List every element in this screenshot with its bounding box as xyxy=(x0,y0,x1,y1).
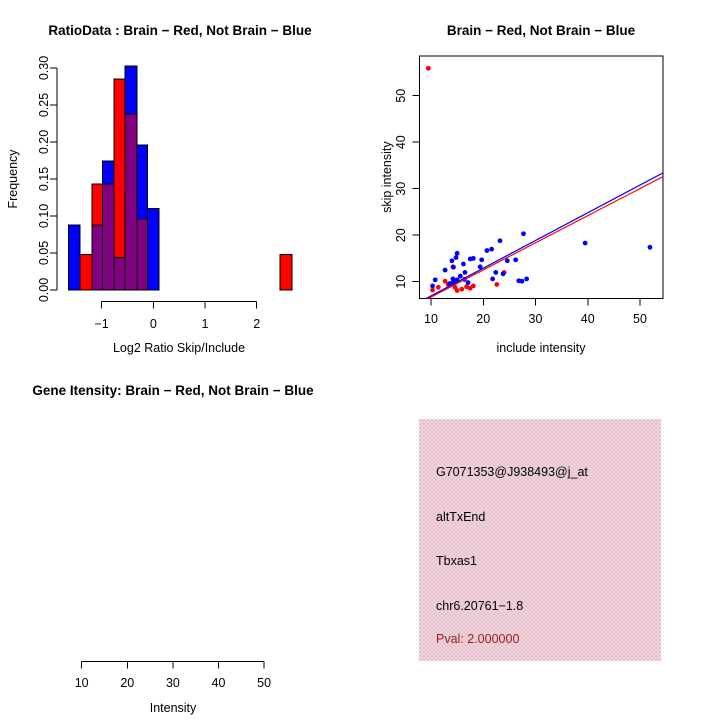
scatter-point-not-brain xyxy=(450,276,456,282)
hist-bar-overlap xyxy=(91,224,104,291)
y-tick-label: 0.00 xyxy=(37,278,51,302)
scatter-point-not-brain xyxy=(432,277,438,283)
locus-text: chr6.20761−1.8 xyxy=(436,599,524,613)
hist-bar-red xyxy=(279,253,293,291)
x-tick-label: 2 xyxy=(253,317,260,331)
event-type-text: altTxEnd xyxy=(436,510,486,524)
scatter-point-not-brain xyxy=(519,278,525,284)
scatter-point-brain xyxy=(459,286,465,292)
hist-bar-overlap xyxy=(124,113,138,291)
scatter-point-not-brain xyxy=(497,238,503,244)
scatter-point-not-brain xyxy=(582,240,588,246)
scatter-point-brain xyxy=(454,288,460,293)
scatter-point-not-brain xyxy=(462,270,468,275)
hist-bar-overlap xyxy=(136,218,149,291)
x-tick-label: 20 xyxy=(120,676,134,690)
scatter-point-brain xyxy=(435,284,441,290)
x-tick-label: 10 xyxy=(424,312,438,326)
probe-id-text: G7071353@J938493@j_at xyxy=(436,465,588,479)
info-box: G7071353@J938493@j_at altTxEnd Tbxas1 ch… xyxy=(419,419,661,661)
scatter-point-brain xyxy=(470,283,476,289)
fit-line-brain-fit xyxy=(427,176,664,300)
x-tick-label: 50 xyxy=(257,676,271,690)
panel-title: RatioData : Brain − Red, Not Brain − Blu… xyxy=(48,23,312,38)
hist-bar-blue xyxy=(147,208,160,291)
scatter-point-not-brain xyxy=(647,244,653,250)
x-tick-label: 30 xyxy=(166,676,180,690)
scatter-point-not-brain xyxy=(500,271,506,277)
y-tick-label: 0.25 xyxy=(37,93,51,117)
scatter-point-not-brain xyxy=(430,283,435,289)
gene-intensity-histogram-panel: Gene Itensity: Brain − Red, Not Brain − … xyxy=(32,383,314,715)
y-tick-label: 20 xyxy=(394,228,408,242)
scatter-point-not-brain xyxy=(513,257,519,263)
intensity-scatter-panel: Brain − Red, Not Brain − Blue include int… xyxy=(380,23,664,355)
y-tick-label: 50 xyxy=(394,89,408,103)
gene-name-text: Tbxas1 xyxy=(436,554,477,568)
scatter-point-not-brain xyxy=(489,246,495,252)
plot-box xyxy=(418,55,664,299)
hist-bar-blue xyxy=(68,224,81,291)
scatter-point-not-brain xyxy=(442,267,448,273)
y-tick-label: 10 xyxy=(394,275,408,289)
x-axis-label: Log2 Ratio Skip/Include xyxy=(113,341,245,355)
x-tick-label: 20 xyxy=(476,312,490,326)
scatter-point-not-brain xyxy=(454,250,460,256)
fit-line-not-brain-fit xyxy=(425,172,664,300)
hist-bar-red xyxy=(79,253,93,291)
x-tick-label: 40 xyxy=(581,312,595,326)
scatter-point-not-brain xyxy=(477,264,483,270)
scatter-point-not-brain xyxy=(521,231,526,237)
scatter-point-not-brain xyxy=(460,261,466,267)
hist-bar-overlap xyxy=(113,256,126,291)
panel-title: Gene Itensity: Brain − Red, Not Brain − … xyxy=(32,383,314,398)
scatter-point-not-brain xyxy=(479,257,485,263)
scatter-point-brain xyxy=(425,65,431,71)
y-axis-label: skip intensity xyxy=(380,141,394,213)
scatter-point-brain xyxy=(442,278,448,284)
pval-text: Pval: 2.000000 xyxy=(436,632,520,646)
scatter-point-not-brain xyxy=(490,276,496,282)
scatter-point-brain xyxy=(494,282,500,287)
scatter-point-not-brain xyxy=(504,258,510,264)
x-tick-label: 40 xyxy=(212,676,226,690)
y-tick-label: 0.05 xyxy=(37,241,51,265)
y-tick-label: 40 xyxy=(394,135,408,149)
x-tick-label: 10 xyxy=(75,676,89,690)
ratio-histogram-panel: RatioData : Brain − Red, Not Brain − Blu… xyxy=(6,23,312,355)
info-panel: G7071353@J938493@j_at altTxEnd Tbxas1 ch… xyxy=(360,360,720,720)
scatter-point-not-brain xyxy=(524,276,530,282)
y-tick-label: 30 xyxy=(394,182,408,196)
scatter-point-not-brain xyxy=(449,258,455,264)
scatter-point-not-brain xyxy=(451,264,456,270)
panel-title: Brain − Red, Not Brain − Blue xyxy=(447,23,636,38)
x-tick-label: 0 xyxy=(150,317,157,331)
y-tick-label: 0.30 xyxy=(37,56,51,80)
y-tick-label: 0.15 xyxy=(37,167,51,191)
x-tick-label: −1 xyxy=(94,317,108,331)
x-tick-label: 30 xyxy=(529,312,543,326)
scatter-point-brain xyxy=(430,287,435,293)
scatter-point-not-brain xyxy=(453,255,459,260)
x-axis-label: Intensity xyxy=(150,701,197,715)
scatter-point-not-brain xyxy=(470,256,476,261)
scatter-point-not-brain xyxy=(484,248,490,253)
scatter-point-not-brain xyxy=(457,273,463,279)
y-tick-label: 0.20 xyxy=(37,130,51,154)
scatter-point-not-brain xyxy=(465,280,471,286)
x-axis-label: include intensity xyxy=(497,341,587,355)
hist-bar-overlap xyxy=(102,183,115,291)
y-tick-label: 0.10 xyxy=(37,204,51,228)
x-tick-label: 1 xyxy=(202,317,209,331)
scatter-point-brain xyxy=(464,284,469,290)
x-tick-label: 50 xyxy=(633,312,647,326)
scatter-point-not-brain xyxy=(493,270,499,275)
y-axis-label: Frequency xyxy=(6,149,20,209)
